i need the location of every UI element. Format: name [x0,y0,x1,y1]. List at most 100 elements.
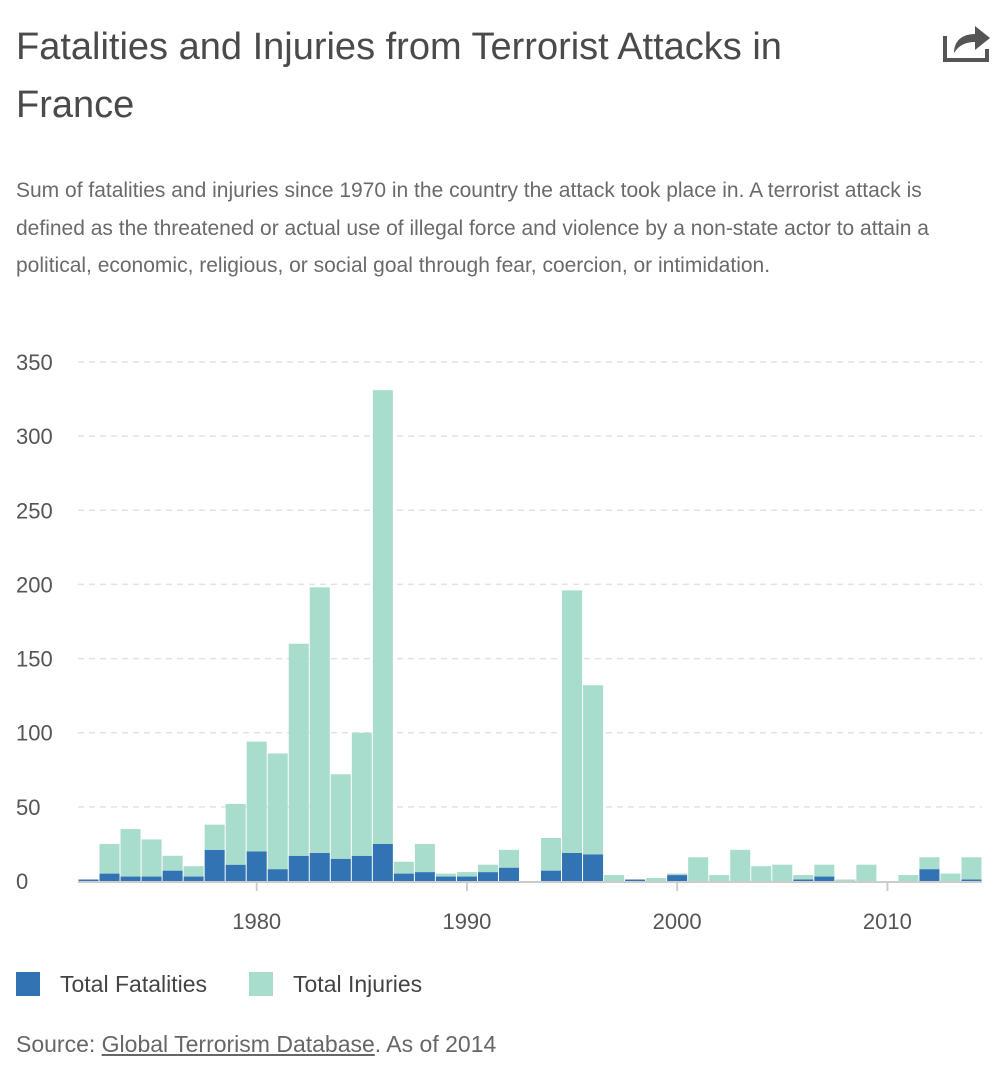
bar-group-1994[interactable] [541,837,562,881]
bar-injuries-1991[interactable] [477,864,498,873]
bar-injuries-1983[interactable] [309,587,330,853]
bar-group-2005[interactable] [772,864,793,881]
bar-injuries-2002[interactable] [709,875,730,881]
bar-group-1985[interactable] [351,732,372,881]
bar-group-1977[interactable] [183,866,204,881]
bar-fatalities-1982[interactable] [288,855,309,881]
bar-fatalities-1978[interactable] [204,849,225,881]
bar-injuries-1990[interactable] [456,872,477,877]
bar-group-1997[interactable] [604,875,625,881]
share-icon[interactable] [942,22,992,64]
bar-injuries-1995[interactable] [562,590,583,853]
bar-group-1999[interactable] [646,878,667,881]
bar-group-1982[interactable] [288,643,309,881]
bar-group-1984[interactable] [330,774,351,881]
bar-group-2012[interactable] [919,857,940,881]
bar-group-2014[interactable] [961,857,982,881]
bar-group-1983[interactable] [309,587,330,881]
bar-injuries-2001[interactable] [688,857,709,881]
bar-fatalities-1975[interactable] [141,876,162,881]
share-button[interactable] [942,22,992,64]
bar-fatalities-1992[interactable] [498,867,519,881]
bar-group-1974[interactable] [120,829,141,881]
bar-injuries-1997[interactable] [604,875,625,881]
bar-group-1975[interactable] [141,839,162,881]
bar-group-1986[interactable] [372,390,393,881]
bar-injuries-2000[interactable] [667,873,688,876]
bar-fatalities-1977[interactable] [183,876,204,881]
bar-injuries-1979[interactable] [225,803,246,865]
bar-group-2009[interactable] [856,864,877,881]
bar-injuries-2004[interactable] [751,866,772,881]
bar-injuries-1977[interactable] [183,866,204,877]
bar-injuries-1996[interactable] [583,685,604,855]
bar-injuries-1988[interactable] [414,843,435,873]
bar-fatalities-1991[interactable] [477,872,498,881]
bar-group-1980[interactable] [246,741,267,881]
bar-fatalities-1972[interactable] [78,879,99,881]
bar-injuries-2003[interactable] [730,849,751,881]
bar-injuries-2011[interactable] [898,875,919,881]
bar-group-1996[interactable] [583,685,604,881]
legend-item-fatalities[interactable]: Total Fatalities [16,971,207,998]
bar-injuries-1981[interactable] [267,753,288,870]
bar-fatalities-1988[interactable] [414,872,435,881]
bar-injuries-1994[interactable] [541,837,562,871]
bar-fatalities-1989[interactable] [435,876,456,881]
bar-injuries-2005[interactable] [772,864,793,881]
bar-injuries-1978[interactable] [204,824,225,850]
bar-group-1992[interactable] [498,849,519,881]
bar-fatalities-2007[interactable] [814,876,835,881]
bar-injuries-1987[interactable] [393,861,414,874]
bar-injuries-1974[interactable] [120,829,141,877]
bar-group-1998[interactable] [625,879,646,881]
bar-fatalities-1986[interactable] [372,843,393,881]
bar-group-1989[interactable] [435,873,456,881]
bar-injuries-2009[interactable] [856,864,877,881]
bar-group-2004[interactable] [751,866,772,881]
bar-fatalities-2000[interactable] [667,875,688,881]
bar-group-1979[interactable] [225,803,246,881]
bar-fatalities-1994[interactable] [541,870,562,881]
bar-fatalities-1984[interactable] [330,858,351,881]
bar-injuries-2013[interactable] [940,873,961,881]
legend-item-injuries[interactable]: Total Injuries [249,971,422,998]
bar-injuries-1982[interactable] [288,643,309,856]
bar-injuries-1999[interactable] [646,878,667,881]
bar-group-2003[interactable] [730,849,751,881]
bar-group-1995[interactable] [562,590,583,881]
bar-group-2002[interactable] [709,875,730,881]
bar-injuries-1985[interactable] [351,732,372,856]
bar-fatalities-1976[interactable] [162,870,183,881]
bar-group-1973[interactable] [99,843,120,881]
bar-group-2007[interactable] [814,864,835,881]
bar-group-2001[interactable] [688,857,709,881]
bar-group-1987[interactable] [393,861,414,881]
bar-fatalities-2014[interactable] [961,879,982,881]
bar-fatalities-2012[interactable] [919,869,940,881]
bar-fatalities-1979[interactable] [225,864,246,881]
bar-injuries-1976[interactable] [162,855,183,871]
bar-fatalities-1987[interactable] [393,873,414,881]
bar-group-2000[interactable] [667,873,688,881]
source-link[interactable]: Global Terrorism Database [101,1031,375,1057]
bar-fatalities-1981[interactable] [267,869,288,881]
bar-injuries-1973[interactable] [99,843,120,874]
bar-group-1978[interactable] [204,824,225,881]
bar-injuries-2014[interactable] [961,857,982,880]
bar-injuries-1984[interactable] [330,774,351,859]
bar-fatalities-1985[interactable] [351,855,372,881]
bar-fatalities-1980[interactable] [246,851,267,881]
bar-fatalities-1974[interactable] [120,876,141,881]
bar-injuries-1975[interactable] [141,839,162,877]
bar-fatalities-1996[interactable] [583,854,604,881]
bar-injuries-1989[interactable] [435,873,456,877]
bar-injuries-2012[interactable] [919,857,940,870]
bar-group-1988[interactable] [414,843,435,881]
bar-group-1972[interactable] [78,879,99,881]
bar-group-2006[interactable] [793,875,814,881]
bar-injuries-1992[interactable] [498,849,519,868]
bar-group-1991[interactable] [477,864,498,881]
bar-fatalities-1990[interactable] [456,876,477,881]
bar-group-2011[interactable] [898,875,919,881]
